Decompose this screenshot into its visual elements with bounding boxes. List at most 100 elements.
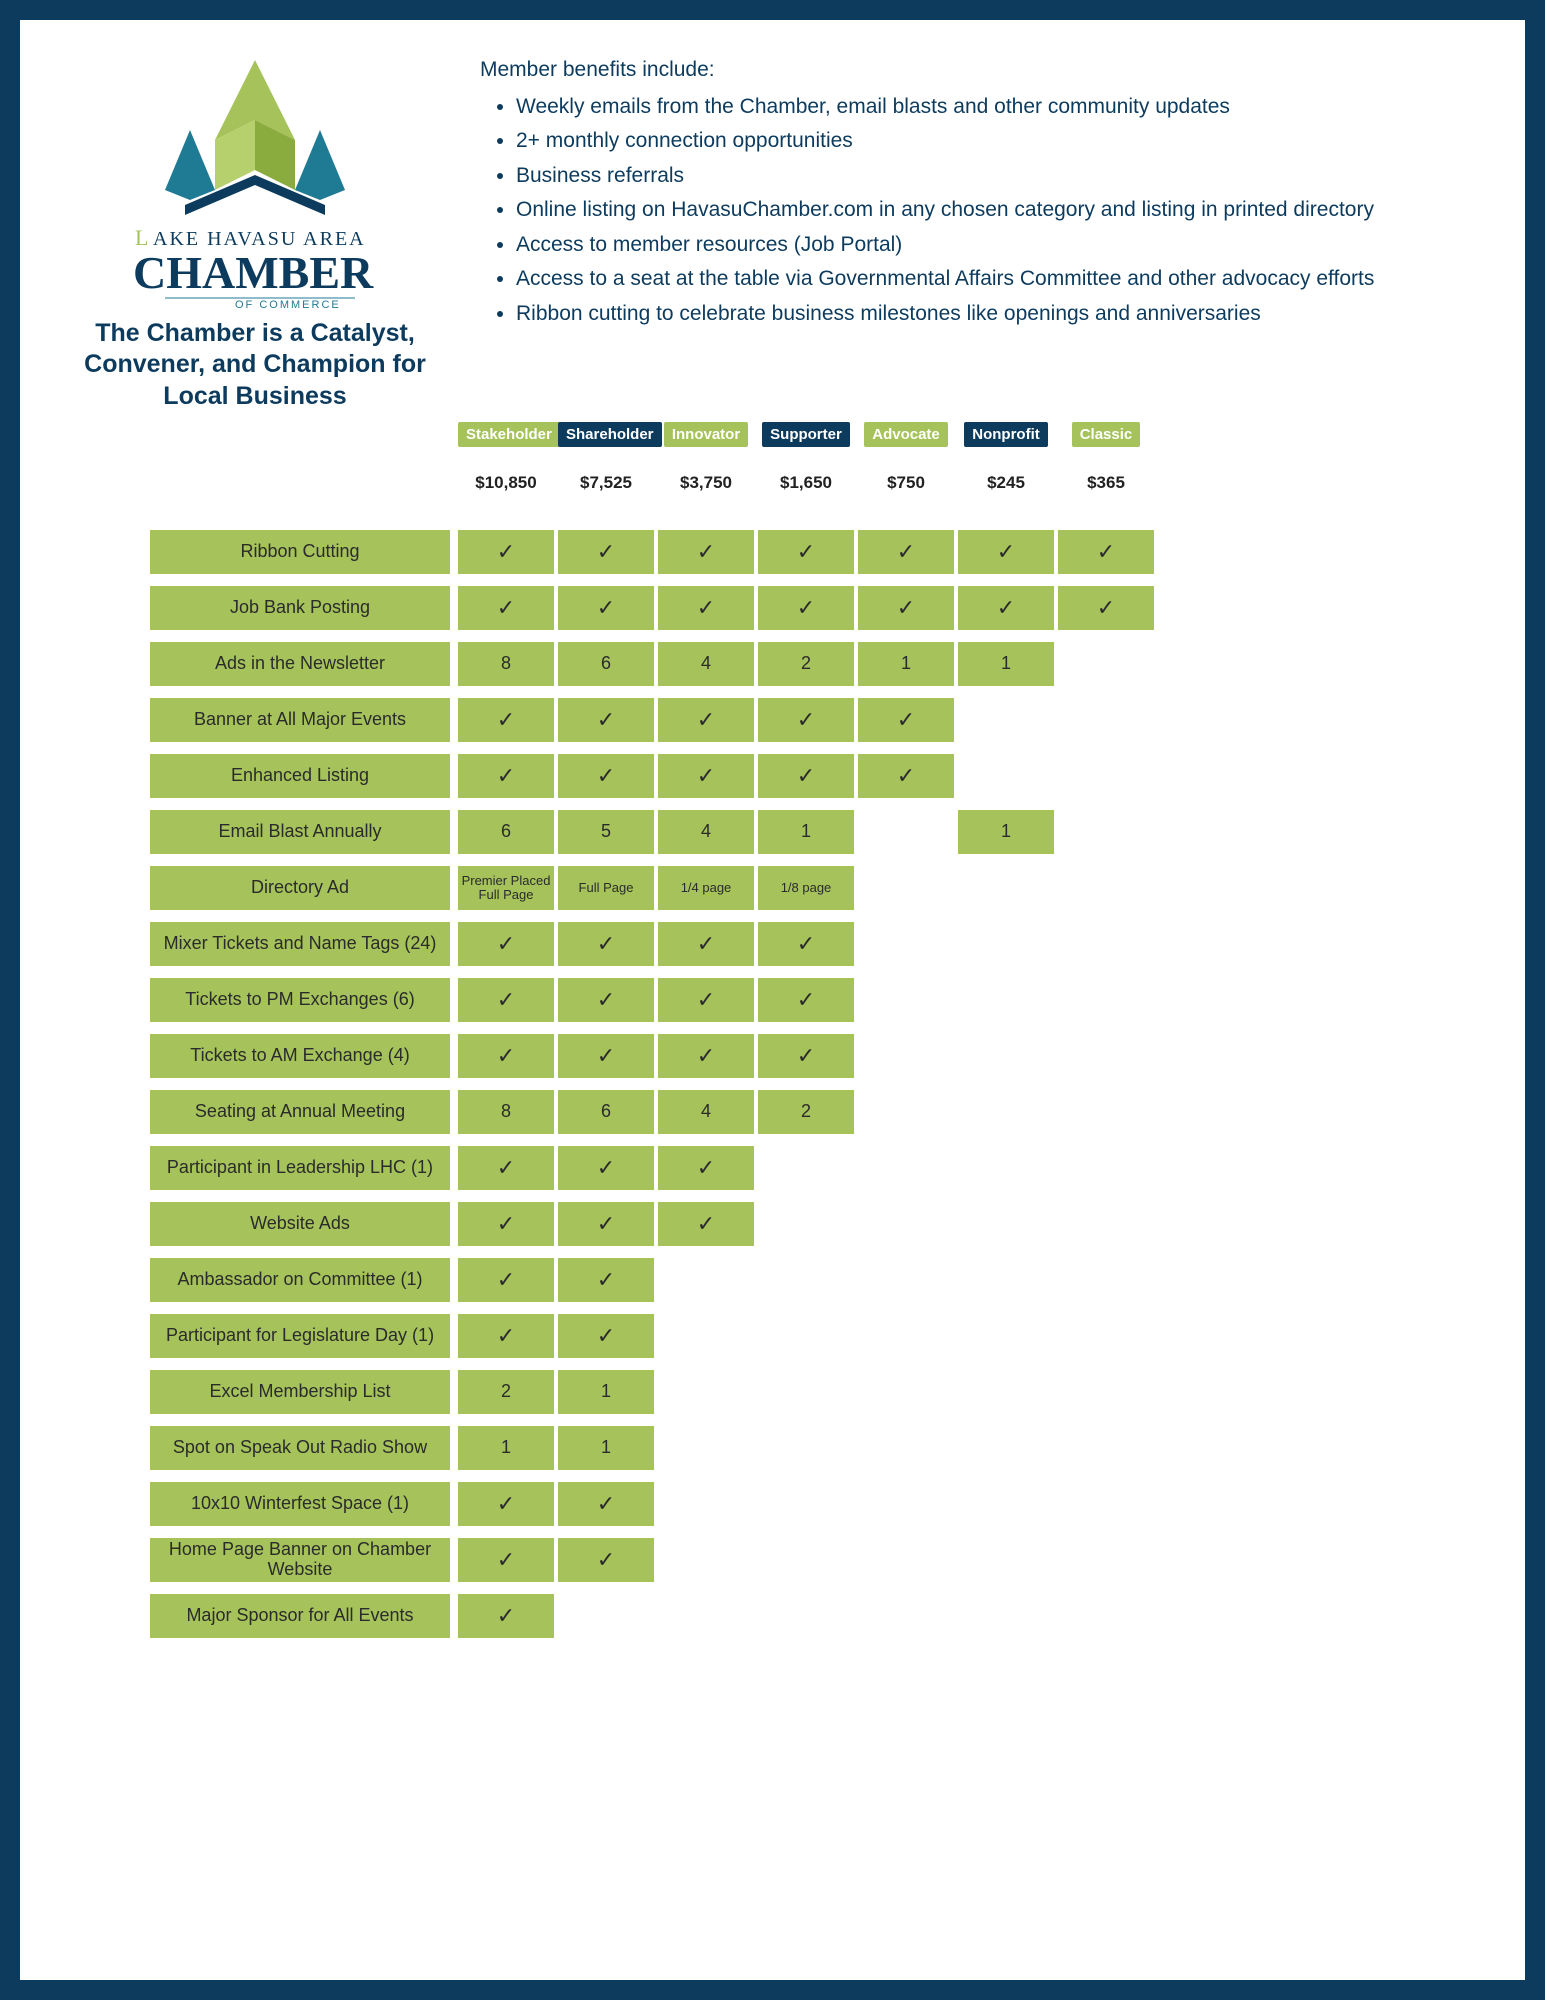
benefit-item: 2+ monthly connection opportunities	[516, 125, 1485, 158]
logo-column: L AKE HAVASU AREA CHAMBER OF COMMERCE Th…	[60, 50, 450, 412]
feature-cell: ✓	[458, 698, 554, 742]
feature-label: Ribbon Cutting	[150, 530, 450, 574]
feature-cell: ✓	[458, 1146, 554, 1190]
feature-cell: ✓	[458, 922, 554, 966]
empty-cell	[1058, 1090, 1154, 1134]
feature-row: ✓ ✓ ✓ ✓	[458, 978, 1485, 1022]
empty-cell	[858, 1314, 954, 1358]
feature-label: Email Blast Annually	[150, 810, 450, 854]
tier-header: Shareholder$7,525	[558, 418, 654, 493]
feature-row: ✓✓✓✓✓	[458, 754, 1485, 798]
check-icon: ✓	[997, 540, 1015, 563]
feature-cell: ✓	[458, 1314, 554, 1358]
tier-header: Supporter$1,650	[758, 418, 854, 493]
tier-badge: Supporter	[762, 422, 850, 447]
empty-cell	[1058, 1314, 1154, 1358]
tier-price: $10,850	[458, 473, 554, 493]
check-icon: ✓	[697, 1044, 715, 1067]
feature-cell: ✓	[658, 1202, 754, 1246]
feature-cell: 6	[458, 810, 554, 854]
empty-cell	[1058, 1482, 1154, 1526]
empty-cell	[758, 1258, 854, 1302]
check-icon: ✓	[497, 764, 515, 787]
check-icon: ✓	[897, 596, 915, 619]
feature-row: 65411	[458, 810, 1485, 854]
empty-cell	[858, 1426, 954, 1470]
check-icon: ✓	[1097, 596, 1115, 619]
feature-cell: ✓	[458, 1258, 554, 1302]
benefit-item: Access to a seat at the table via Govern…	[516, 263, 1485, 296]
feature-row: 21	[458, 1370, 1485, 1414]
feature-label: Tickets to AM Exchange (4)	[150, 1034, 450, 1078]
matrix-column: Stakeholder$10,850Shareholder$7,525Innov…	[450, 418, 1485, 1650]
check-icon: ✓	[597, 932, 615, 955]
check-icon: ✓	[597, 1324, 615, 1347]
check-icon: ✓	[497, 596, 515, 619]
check-icon: ✓	[497, 1212, 515, 1235]
empty-cell	[958, 1090, 1054, 1134]
feature-cell: 6	[558, 642, 654, 686]
feature-label: Website Ads	[150, 1202, 450, 1246]
empty-cell	[1058, 978, 1154, 1022]
feature-label: Home Page Banner on Chamber Website	[150, 1538, 450, 1582]
empty-cell	[858, 978, 954, 1022]
feature-row: ✓	[458, 1594, 1485, 1638]
check-icon: ✓	[497, 988, 515, 1011]
header-row: L AKE HAVASU AREA CHAMBER OF COMMERCE Th…	[60, 50, 1485, 412]
check-icon: ✓	[497, 1492, 515, 1515]
feature-cell: 4	[658, 1090, 754, 1134]
check-icon: ✓	[597, 764, 615, 787]
empty-cell	[1058, 1258, 1154, 1302]
tier-price: $245	[958, 473, 1054, 493]
empty-cell	[758, 1146, 854, 1190]
feature-cell: Premier Placed Full Page	[458, 866, 554, 910]
feature-cell: 4	[658, 642, 754, 686]
feature-cell: ✓	[1058, 586, 1154, 630]
check-icon: ✓	[897, 708, 915, 731]
feature-cell: ✓	[758, 586, 854, 630]
feature-cell: ✓	[558, 698, 654, 742]
check-icon: ✓	[497, 932, 515, 955]
empty-cell	[958, 754, 1054, 798]
feature-cell: ✓	[558, 754, 654, 798]
check-icon: ✓	[797, 764, 815, 787]
feature-cell: 4	[658, 810, 754, 854]
check-icon: ✓	[697, 988, 715, 1011]
benefit-item: Weekly emails from the Chamber, email bl…	[516, 91, 1485, 124]
check-icon: ✓	[997, 596, 1015, 619]
logo-line2: CHAMBER	[133, 247, 374, 298]
check-icon: ✓	[897, 764, 915, 787]
feature-cell: ✓	[458, 530, 554, 574]
empty-cell	[658, 1370, 754, 1414]
tier-header: Classic$365	[1058, 418, 1154, 493]
feature-label: Major Sponsor for All Events	[150, 1594, 450, 1638]
tier-header: Stakeholder$10,850	[458, 418, 554, 493]
feature-cell: ✓	[458, 978, 554, 1022]
feature-label: Participant for Legislature Day (1)	[150, 1314, 450, 1358]
feature-cell: ✓	[858, 586, 954, 630]
feature-cell: ✓	[458, 754, 554, 798]
empty-cell	[1058, 1146, 1154, 1190]
feature-cell: ✓	[458, 1482, 554, 1526]
empty-cell	[958, 1258, 1054, 1302]
empty-cell	[958, 922, 1054, 966]
check-icon: ✓	[497, 1156, 515, 1179]
empty-cell	[858, 810, 954, 854]
check-icon: ✓	[597, 540, 615, 563]
feature-cell: ✓	[558, 1314, 654, 1358]
feature-cell: ✓	[758, 698, 854, 742]
feature-cell: ✓	[958, 586, 1054, 630]
empty-cell	[658, 1482, 754, 1526]
feature-cell: ✓	[758, 978, 854, 1022]
feature-cell: ✓	[858, 530, 954, 574]
empty-cell	[1058, 698, 1154, 742]
empty-cell	[1058, 1594, 1154, 1638]
empty-cell	[858, 866, 954, 910]
check-icon: ✓	[597, 1548, 615, 1571]
check-icon: ✓	[597, 988, 615, 1011]
benefit-item: Access to member resources (Job Portal)	[516, 229, 1485, 262]
feature-cell: ✓	[758, 922, 854, 966]
empty-cell	[858, 1034, 954, 1078]
check-icon: ✓	[597, 1044, 615, 1067]
empty-cell	[1058, 866, 1154, 910]
